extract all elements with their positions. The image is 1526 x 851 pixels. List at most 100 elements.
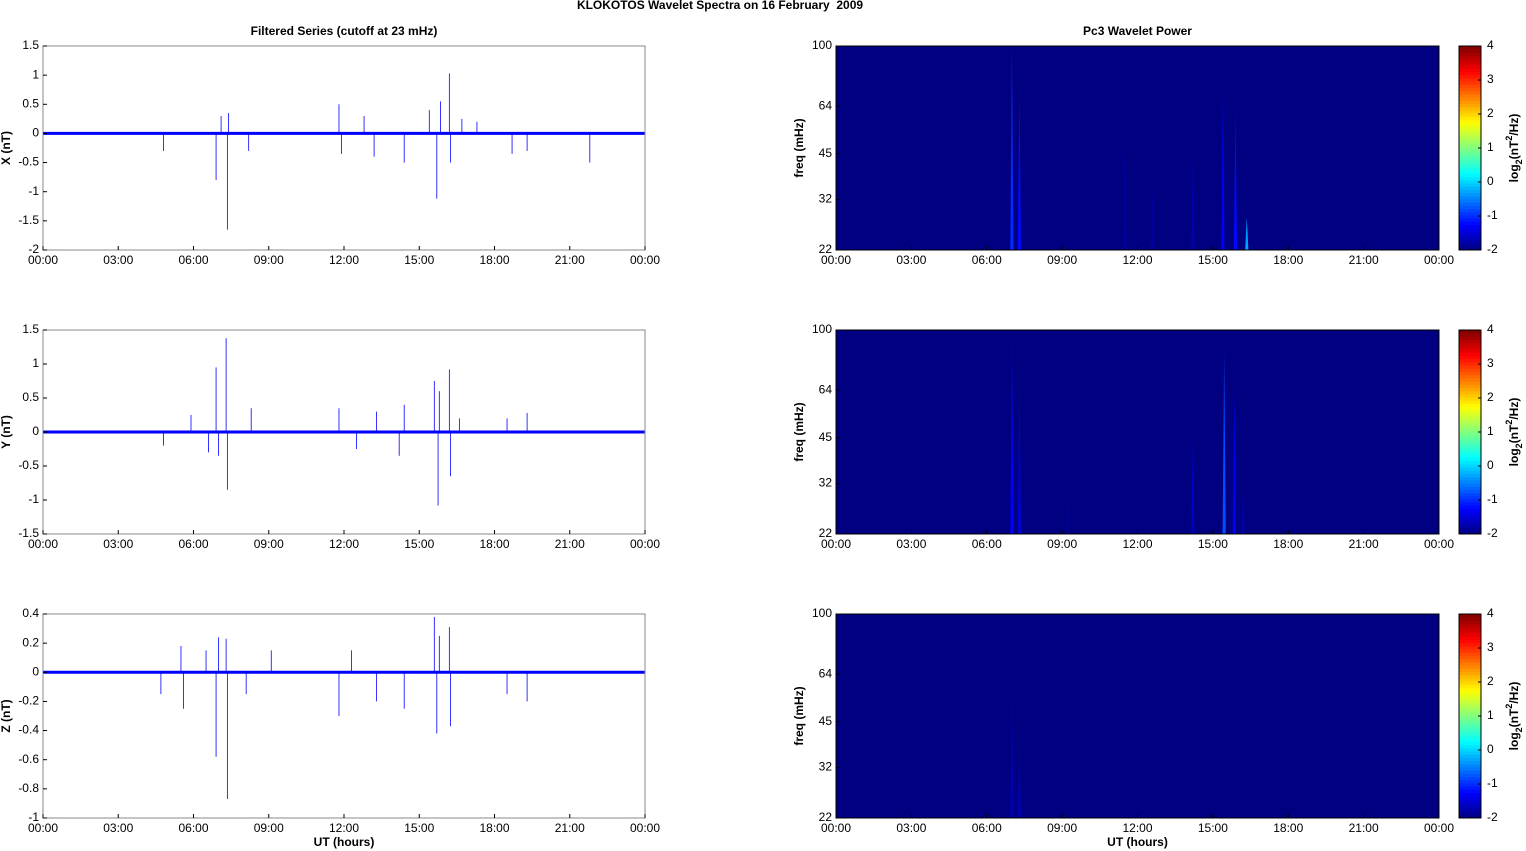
y-axis-label: Z (nT): [0, 699, 13, 732]
colorbar-segment: [1459, 87, 1481, 92]
colorbar-segment: [1459, 457, 1481, 462]
colorbar-segment: [1459, 157, 1481, 162]
x-tick-label: 12:00: [1122, 821, 1152, 835]
colorbar-segment: [1459, 441, 1481, 446]
colorbar-segment: [1459, 77, 1481, 82]
colorbar-segment: [1459, 112, 1481, 117]
y-tick-label: 22: [819, 242, 833, 256]
colorbar-segment: [1459, 786, 1481, 790]
x-tick-label: 00:00: [630, 253, 660, 267]
spectrogram-background: [836, 614, 1439, 818]
colorbar-tick-label: -1: [1487, 492, 1498, 506]
colorbar-segment: [1459, 74, 1481, 79]
colorbar-label-sup: 2: [1504, 420, 1514, 425]
colorbar-segment: [1459, 199, 1481, 203]
x-tick-label: 00:00: [1424, 821, 1454, 835]
x-axis-label: UT (hours): [314, 835, 375, 849]
power-streak: [1150, 187, 1155, 250]
colorbar-segment: [1459, 518, 1481, 522]
colorbar-tick-label: 0: [1487, 174, 1494, 188]
colorbar-segment: [1459, 524, 1481, 529]
x-tick-label: 09:00: [1047, 821, 1077, 835]
x-tick-label: 21:00: [555, 821, 585, 835]
colorbar-segment: [1459, 680, 1481, 685]
colorbar-label-part: log: [1507, 448, 1521, 466]
colorbar-segment: [1459, 49, 1481, 53]
colorbar-segment: [1459, 470, 1481, 474]
y-tick-label: 0.5: [22, 390, 39, 404]
y-tick-label: 0: [32, 424, 39, 438]
power-streak: [1233, 106, 1238, 250]
colorbar-segment: [1459, 167, 1481, 171]
colorbar-segment: [1459, 122, 1481, 127]
colorbar-segment: [1459, 106, 1481, 111]
colorbar-segment: [1459, 505, 1481, 509]
y-tick-label: 64: [819, 382, 833, 396]
colorbar-segment: [1459, 208, 1481, 213]
x-tick-label: 03:00: [896, 821, 926, 835]
colorbar-segment: [1459, 719, 1481, 723]
y-tick-label: 100: [812, 606, 832, 620]
colorbar-segment: [1459, 109, 1481, 114]
colorbar-label-sub: 2: [1514, 159, 1524, 164]
x-tick-label: 03:00: [103, 253, 133, 267]
colorbar-segment: [1459, 696, 1481, 701]
colorbar-tick-label: 0: [1487, 458, 1494, 472]
colorbar-segment: [1459, 527, 1481, 532]
colorbar-segment: [1459, 218, 1481, 222]
chart-title: Filtered Series (cutoff at 23 mHz): [251, 24, 438, 38]
y-tick-label: -0.4: [18, 723, 39, 737]
colorbar-segment: [1459, 483, 1481, 487]
colorbar-segment: [1459, 655, 1481, 660]
colorbar-segment: [1459, 330, 1481, 334]
colorbar-segment: [1459, 422, 1481, 427]
colorbar-segment: [1459, 365, 1481, 369]
y-tick-label: 0: [32, 126, 39, 140]
colorbar-segment: [1459, 658, 1481, 663]
colorbar-segment: [1459, 744, 1481, 749]
colorbar-segment: [1459, 412, 1481, 417]
x-tick-label: 12:00: [329, 537, 359, 551]
colorbar-label-part: log: [1507, 164, 1521, 182]
colorbar-segment: [1459, 757, 1481, 762]
colorbar-segment: [1459, 435, 1481, 439]
colorbar-tick-label: -1: [1487, 776, 1498, 790]
colorbar-tick-label: 2: [1487, 674, 1494, 688]
colorbar-segment: [1459, 444, 1481, 449]
colorbar-tick-label: -1: [1487, 208, 1498, 222]
colorbar-segment: [1459, 90, 1481, 95]
colorbar-segment: [1459, 211, 1481, 216]
y-axis-label: freq (mHz): [792, 686, 806, 745]
colorbar-segment: [1459, 460, 1481, 465]
colorbar-label-sub: 2: [1514, 443, 1524, 448]
colorbar-segment: [1459, 81, 1481, 85]
colorbar-label-part: (nT: [1507, 708, 1521, 727]
colorbar-segment: [1459, 649, 1481, 653]
colorbar-segment: [1459, 770, 1481, 774]
y-tick-label: 64: [819, 666, 833, 680]
colorbar-segment: [1459, 814, 1481, 819]
colorbar-tick-label: 3: [1487, 640, 1494, 654]
colorbar-segment: [1459, 661, 1481, 666]
colorbar-segment: [1459, 473, 1481, 478]
x-tick-label: 00:00: [821, 253, 851, 267]
colorbar-segment: [1459, 454, 1481, 458]
colorbar-label: log2(nT2/Hz): [1504, 398, 1524, 467]
y-tick-label: -1: [28, 184, 39, 198]
colorbar-segment: [1459, 668, 1481, 672]
power-streak: [1222, 351, 1226, 534]
y-tick-label: -0.5: [18, 458, 39, 472]
colorbar-segment: [1459, 623, 1481, 628]
x-tick-label: 06:00: [972, 253, 1002, 267]
colorbar-segment: [1459, 463, 1481, 468]
colorbar-segment: [1459, 690, 1481, 695]
colorbar-segment: [1459, 684, 1481, 688]
colorbar-label-part: log: [1507, 732, 1521, 750]
x-tick-label: 06:00: [178, 253, 208, 267]
colorbar-segment: [1459, 148, 1481, 152]
power-streak: [1017, 378, 1022, 534]
colorbar-segment: [1459, 802, 1481, 806]
x-tick-label: 21:00: [1349, 821, 1379, 835]
y-tick-label: 1.5: [22, 322, 39, 336]
colorbar-segment: [1459, 747, 1481, 752]
